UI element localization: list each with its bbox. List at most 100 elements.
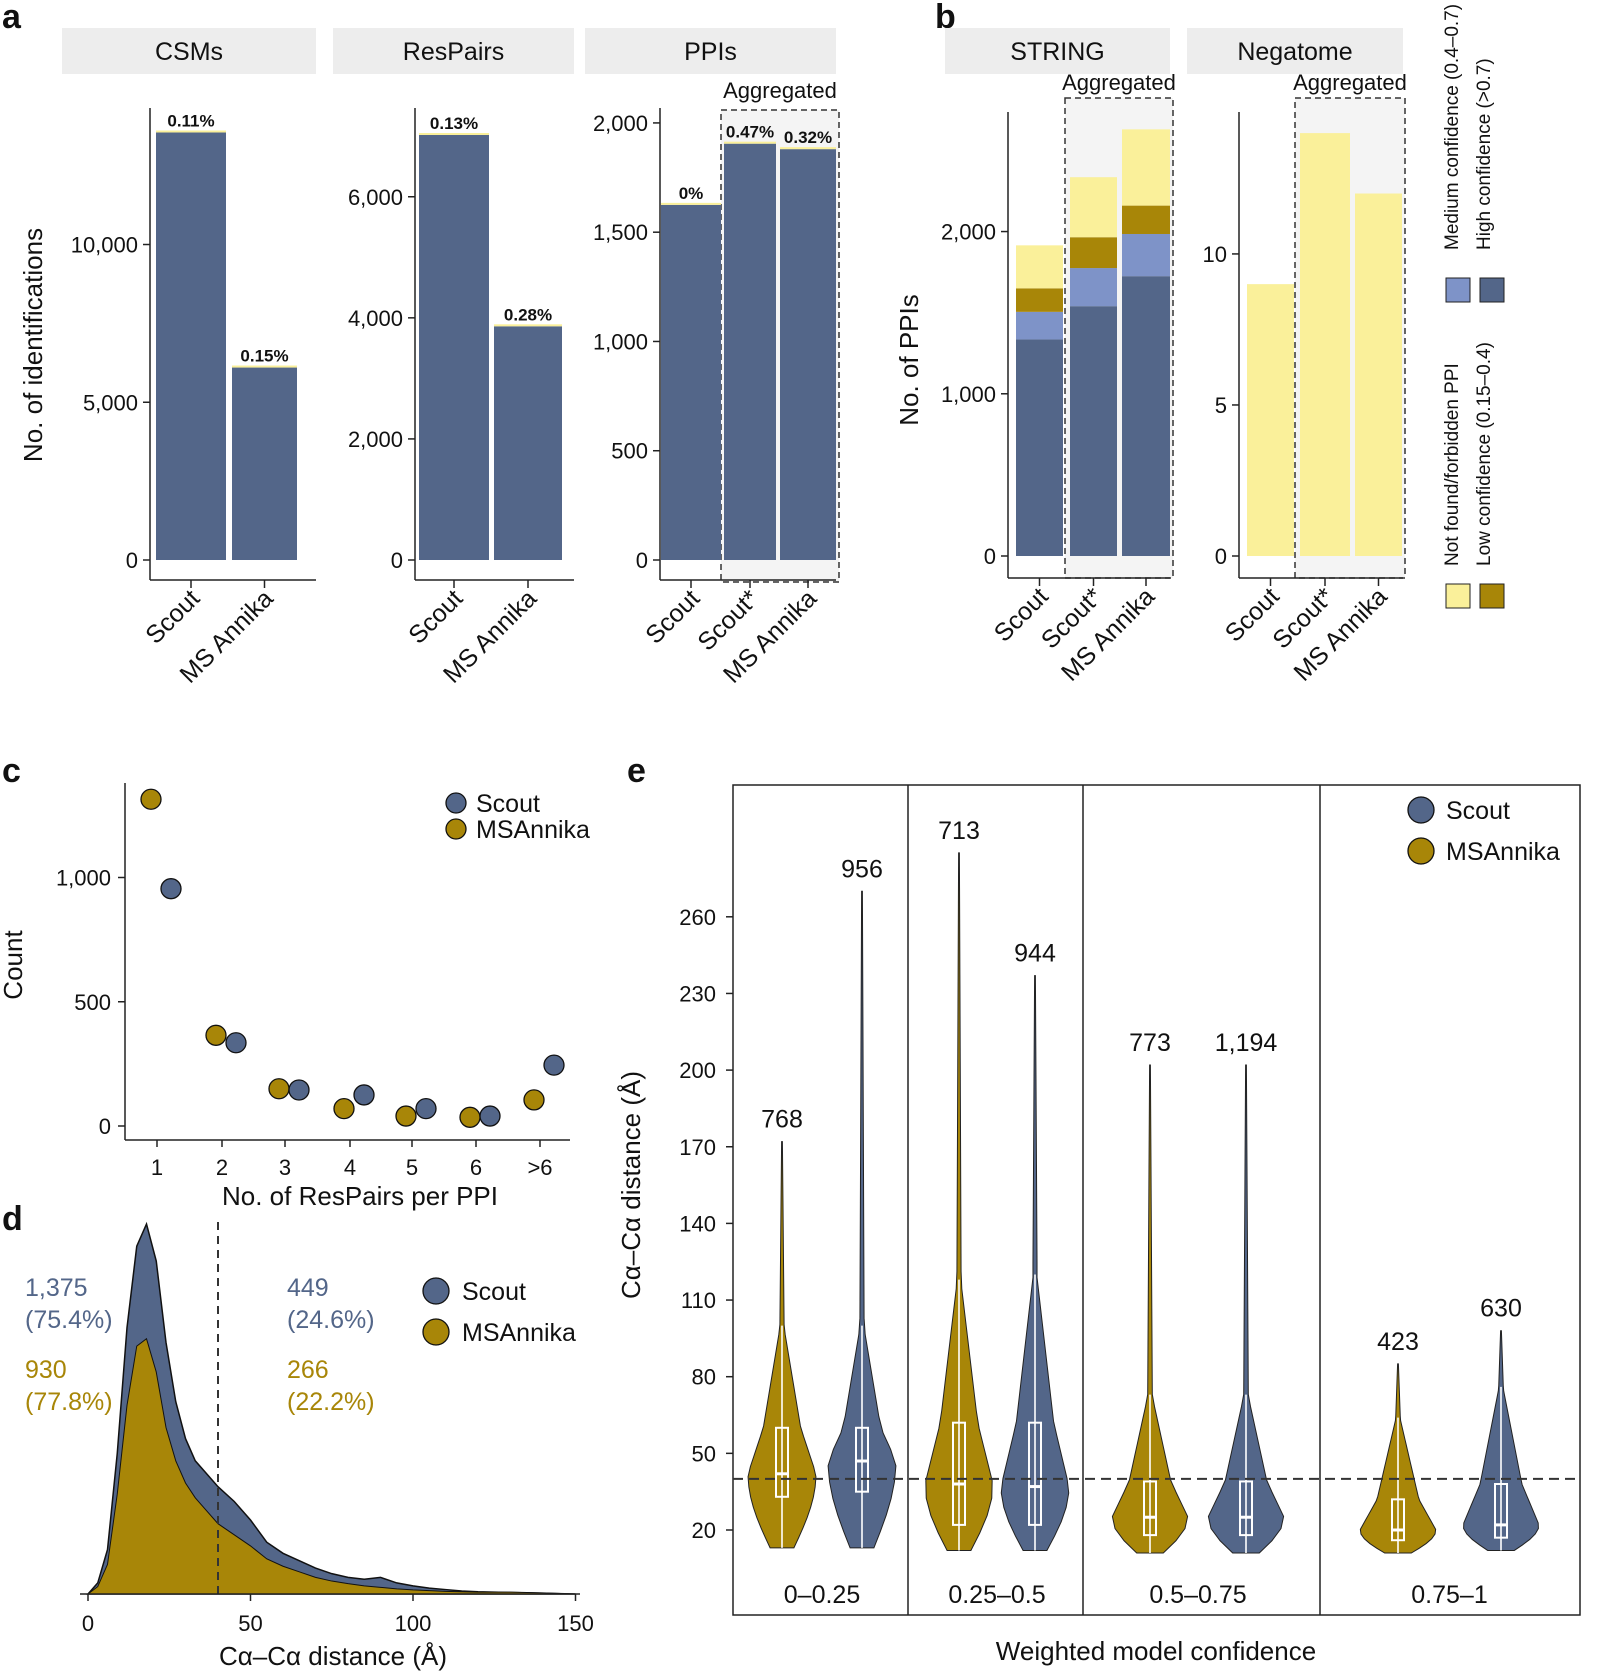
count-annotation: 930 (25, 1356, 67, 1384)
iqr-box (1028, 1421, 1042, 1526)
legend-swatch (1479, 277, 1505, 303)
legend-label: Scout (1446, 797, 1510, 825)
x-tick-label: 2 (216, 1155, 228, 1180)
violin-n-label: 944 (1014, 940, 1056, 968)
facet-title: Negatome (1237, 38, 1352, 66)
scatter-point (268, 1078, 290, 1100)
panel-label-d: d (2, 1200, 23, 1238)
scatter-point (395, 1105, 417, 1127)
count-annotation: 266 (287, 1356, 329, 1384)
legend-label: MSAnnika (462, 1319, 576, 1347)
y-tick-label: 2,000 (941, 220, 996, 245)
density-area-msannika (86, 1337, 576, 1595)
percent-annotation: (22.2%) (287, 1388, 375, 1416)
bar-cap (780, 147, 836, 150)
stacked-bar-segment (1070, 237, 1117, 269)
bar-value-label: 0.11% (167, 112, 214, 131)
y-tick-label: 5 (1215, 393, 1227, 418)
iqr-box (1391, 1498, 1405, 1542)
x-axis-title: No. of ResPairs per PPI (222, 1181, 498, 1211)
legend-marker (1407, 837, 1435, 865)
scatter-point (225, 1032, 247, 1054)
stacked-bar-segment (1016, 288, 1063, 312)
stacked-bar-segment (1122, 129, 1170, 206)
violin-shape (827, 890, 897, 1549)
bar (419, 135, 489, 560)
violin-n-label: 768 (761, 1106, 803, 1134)
bar-cap (724, 141, 776, 144)
iqr-box (952, 1421, 966, 1526)
legend-label: Not found/forbidden PPI (1442, 363, 1463, 566)
y-tick-label: 500 (74, 990, 111, 1015)
y-axis-title: No. of identifications (18, 228, 48, 462)
scatter-point (459, 1106, 481, 1128)
violin-shape (1000, 975, 1070, 1551)
bar (156, 132, 226, 560)
y-tick-label: 0 (984, 544, 996, 569)
aggregated-label: Aggregated (1293, 70, 1407, 95)
y-tick-label: 1,000 (56, 866, 111, 891)
bar-value-label: 0.15% (240, 347, 288, 366)
x-tick-label: 4 (344, 1155, 356, 1180)
aggregated-label: Aggregated (723, 78, 837, 103)
legend-swatch (1445, 277, 1471, 303)
violin-n-label: 713 (938, 817, 980, 845)
y-tick-label: 1,000 (941, 382, 996, 407)
y-tick-label: 0 (99, 1114, 111, 1139)
y-tick-label: 1,000 (593, 329, 648, 354)
y-tick-label: 0 (126, 548, 138, 573)
bar-cap (156, 130, 226, 133)
stacked-bar-segment (1247, 284, 1294, 556)
x-tick-label: Scout (140, 584, 205, 649)
x-tick-label: >6 (527, 1155, 552, 1180)
stacked-bar-segment (1070, 306, 1117, 556)
y-tick-label: 260 (679, 905, 716, 930)
iqr-box (1239, 1480, 1253, 1537)
y-tick-label: 10 (1203, 242, 1227, 267)
bar-value-label: 0.28% (504, 305, 552, 324)
bar-cap (661, 202, 721, 205)
scatter-point (415, 1097, 437, 1120)
x-axis-title: Cα–Cα distance (Å) (219, 1641, 447, 1671)
legend-marker (445, 792, 467, 814)
percent-annotation: (77.8%) (25, 1388, 113, 1416)
group-label: 0.5–0.75 (1149, 1581, 1246, 1609)
y-tick-label: 5,000 (83, 390, 138, 415)
stacked-bar-segment (1122, 233, 1170, 277)
legend-label: Scout (462, 1278, 526, 1306)
scatter-point (523, 1089, 545, 1111)
y-tick-label: 80 (692, 1365, 716, 1390)
group-label: 0.75–1 (1411, 1581, 1487, 1609)
aggregated-label: Aggregated (1062, 70, 1176, 95)
x-tick-label: 6 (470, 1155, 482, 1180)
bar (780, 149, 836, 560)
panel-label-a: a (2, 0, 22, 36)
x-tick-label: 150 (557, 1611, 594, 1636)
percent-annotation: (75.4%) (25, 1306, 113, 1334)
panel-label-b: b (935, 0, 956, 36)
plot-frame (732, 784, 1581, 1616)
iqr-box (1143, 1480, 1157, 1537)
bar (232, 367, 297, 560)
stacked-bar-segment (1070, 268, 1117, 307)
bar (724, 143, 776, 560)
bar-value-label: 0% (679, 184, 704, 203)
x-tick-label: Scout (403, 584, 468, 649)
legend-swatch (1479, 583, 1505, 609)
x-tick-label: 100 (395, 1611, 432, 1636)
group-label: 0.25–0.5 (948, 1581, 1045, 1609)
panel-e-violin-plot: 20 50 80 110 140 170 200 230 260 Cα–Cα distance (… (616, 784, 1581, 1666)
y-tick-label: 2,000 (348, 427, 403, 452)
y-axis-title: Count (0, 930, 28, 1000)
facet-title: STRING (1010, 38, 1104, 66)
legend-marker (1407, 796, 1435, 824)
scatter-point (288, 1079, 310, 1101)
stacked-bar-segment (1122, 205, 1170, 234)
stacked-bar-segment (1122, 276, 1170, 556)
violin-n-label: 773 (1129, 1029, 1171, 1057)
legend-label: Low confidence (0.15–0.4) (1474, 342, 1495, 566)
y-tick-label: 110 (681, 1288, 716, 1313)
iqr-box (775, 1426, 789, 1498)
y-tick-label: 0 (636, 548, 648, 573)
